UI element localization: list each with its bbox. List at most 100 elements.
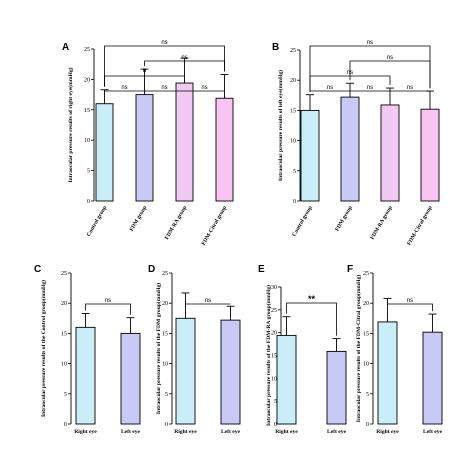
x-tick-label: FDM-Citral group [406,205,433,247]
x-tick-label: FDM group [129,205,148,233]
significance-label: ns [161,40,167,46]
panel-letter-A: A [62,42,69,53]
significance-label: ns [121,85,127,91]
x-tick-label: FDM-RA group [164,205,188,241]
y-tick-label: 20 [162,301,168,307]
significance-label: ns [205,298,211,304]
significance-label: ns [367,40,373,46]
significance-label: ns [161,85,167,91]
bar-3 [215,97,234,202]
y-tick-label: 5 [366,392,369,398]
y-tick-label: 20 [290,78,296,84]
x-tick-label: Control group [86,205,108,238]
bar-0 [300,109,320,202]
y-tick-label: 20 [271,331,277,337]
y-tick-label: 5 [165,392,168,398]
significance-label: ns [387,55,393,61]
bar-0 [175,317,196,425]
x-tick-label: Right eye [376,429,399,435]
y-tick-label: 0 [165,422,168,428]
y-tick-label: 0 [87,199,90,205]
y-tick-label: 25 [162,271,168,277]
bar-1 [340,96,360,202]
bar-1 [120,332,141,425]
panel-letter-C: C [34,264,41,275]
x-tick-label: Left eye [221,429,241,435]
y-tick-label: 15 [84,108,90,114]
y-axis-label: Intraocular pressure results of left eye… [277,70,284,181]
bar-1 [220,319,241,425]
y-tick-label: 25 [363,271,369,277]
y-tick-label: 0 [293,199,296,205]
bar-0 [75,326,96,425]
y-tick-label: 25 [61,271,67,277]
y-tick-label: 20 [363,301,369,307]
significance-label: * [143,67,147,77]
y-tick-label: 15 [290,108,296,114]
x-tick-label: Left eye [423,429,443,435]
panel-letter-E: E [258,264,265,275]
y-tick-label: 10 [84,138,90,144]
y-tick-label: 15 [61,331,67,337]
significance-bracket [104,45,225,87]
y-tick-label: 0 [274,422,277,428]
y-tick-label: 5 [64,392,67,398]
significance-bracket [387,303,433,312]
panel-letter-B: B [272,42,279,53]
y-tick-label: 15 [271,354,277,360]
y-tick-label: 25 [290,48,296,54]
x-tick-label: Control group [291,205,313,238]
x-tick-label: FDM group [334,205,353,233]
bar-1 [422,331,443,425]
y-tick-label: 0 [366,422,369,428]
significance-label: ns [407,298,413,304]
significance-label: ns [201,85,207,91]
y-tick-label: 25 [271,308,277,314]
panel-A: A 0 5 10 15 20 25 Intraocular pressure results … [62,40,234,247]
y-axis-label: Intraocular pressure results of the FDM … [155,283,162,414]
significance-bracket [286,302,337,336]
y-tick-label: 30 [271,285,277,291]
bar-3 [420,108,440,202]
x-tick-label: Left eye [121,429,141,435]
y-tick-label: 10 [290,139,296,145]
x-tick-label: Right eye [174,429,197,435]
significance-label: ns [327,85,333,91]
significance-label: ** [308,294,316,304]
y-tick-label: 20 [84,77,90,83]
panel-letter-F: F [347,264,353,275]
bar-1 [326,350,347,425]
x-tick-label: FDM-RA group [370,205,394,241]
significance-label: ns [181,55,187,61]
y-tick-label: 20 [61,301,67,307]
y-tick-label: 10 [162,362,168,368]
x-tick-label: Right eye [275,429,298,435]
y-tick-label: 15 [162,331,168,337]
y-tick-label: 0 [64,422,67,428]
y-axis-label: Intraocular pressure results of the Cont… [40,280,47,417]
significance-bracket [309,45,431,92]
significance-label: ns [367,85,373,91]
y-tick-label: 15 [363,331,369,337]
y-tick-label: 10 [363,362,369,368]
panel-B: B 0 5 10 15 20 25 Intraocular pressure results … [272,40,440,247]
bar-2 [175,82,194,202]
bar-0 [377,321,398,425]
y-axis-label: Intraocular pressure results of the FDM-… [265,285,272,426]
significance-label: ns [105,298,111,304]
y-axis-label: Intraocular pressure results of the FDM-… [355,275,362,423]
y-tick-label: 10 [61,362,67,368]
x-tick-label: FDM-Citral group [201,205,228,247]
x-tick-label: Right eye [74,429,97,435]
bar-0 [276,334,297,425]
y-tick-label: 5 [293,169,296,175]
panel-letter-D: D [148,264,155,275]
y-tick-label: 5 [274,399,277,405]
x-tick-label: Left eye [327,429,347,435]
bar-2 [380,104,400,202]
y-tick-label: 25 [84,47,90,53]
y-axis-label: Intraocular pressure results of right ey… [67,67,74,182]
